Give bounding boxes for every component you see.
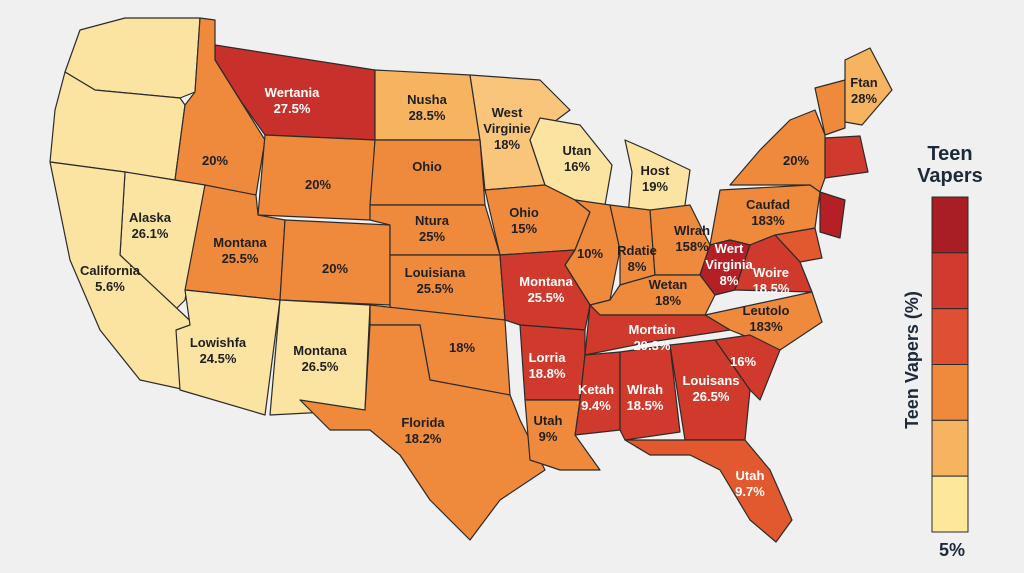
state-label: 20% [305,177,331,192]
state-label: 18.2% [405,431,442,446]
state-label: West [492,105,523,120]
state-label: 18% [494,137,520,152]
state-label: 25.5% [222,251,259,266]
state-label: Woire [753,265,789,280]
legend-title: Teen [927,143,972,165]
state-label: 18.5% [627,398,664,413]
state-label: 28% [851,91,877,106]
state-label: Leutolo [743,303,790,318]
state-label: 8% [628,259,647,274]
state-label: 20% [202,153,228,168]
state-label: 25% [419,229,445,244]
state-label: Montana [519,274,573,289]
state-label: Ntura [415,213,450,228]
state-label: Virginie [483,121,530,136]
legend-bottom-label: 5% [939,540,965,560]
state-label: Ohio [412,159,442,174]
state-label: 24.5% [200,351,237,366]
state-label: 5.6% [95,279,125,294]
state-label: Ftan [850,75,878,90]
state [814,79,846,136]
state-label: 8% [720,273,739,288]
state-label: 158% [675,239,709,254]
state-label: 19% [642,179,668,194]
state-label: Virginia [705,257,753,272]
state-label: Caufad [746,197,790,212]
state [624,439,793,543]
state-label: 18.8% [529,366,566,381]
legend-swatch [931,196,969,254]
state-label: Utah [534,413,563,428]
state-label: 183% [749,319,783,334]
state [574,351,621,436]
state-label: Ketah [578,382,614,397]
state-label: 16% [564,159,590,174]
state-label: Montana [213,235,267,250]
state-label: Utah [736,468,765,483]
state-label: Rdatie [617,243,657,258]
legend-title: Vapers [917,165,983,187]
state-label: Wlrah [674,223,710,238]
state-label: Wetan [649,277,688,292]
state-label: 9.4% [581,398,611,413]
state-label: 18% [449,340,475,355]
state-label: Utan [563,143,592,158]
legend: Teen Vapers Teen Vapers (%) 5% [902,143,983,560]
state-label: Mortain [629,322,676,337]
states [49,17,893,543]
state-label: Nusha [407,92,448,107]
state [619,344,681,441]
state-label: Host [641,163,671,178]
state-label: 9% [539,429,558,444]
state [174,17,266,196]
state-label: Louisans [682,373,739,388]
state-label: 15% [511,221,537,236]
state-label: 25.5% [417,281,454,296]
state-label: 27.5% [274,101,311,116]
state-label: 20% [322,261,348,276]
state-label: 28.5% [409,108,446,123]
legend-swatch [931,364,969,421]
state-label: Wert [715,241,744,256]
state-label: 16% [730,354,756,369]
state-label: 20% [783,153,809,168]
state-label: Montana [293,343,347,358]
state-label: 183% [751,213,785,228]
legend-axis-label: Teen Vapers (%) [902,291,922,429]
state [844,47,893,126]
state-label: 29.3% [634,338,671,353]
state-label: 26.5% [693,389,730,404]
state [824,135,869,179]
state [669,339,751,441]
state-label: 18% [655,293,681,308]
state [734,234,813,293]
state [299,324,546,541]
state-label: 26.5% [302,359,339,374]
state-label: Wlrah [627,382,663,397]
legend-swatch [931,252,969,310]
state-label: Ohio [509,205,539,220]
state-label: 9.7% [735,484,765,499]
state-label: Lowishfa [190,335,247,350]
state-label: California [80,263,141,278]
state-label: Louisiana [405,265,466,280]
legend-scale [931,196,969,533]
state-label: 10% [577,246,603,261]
legend-swatch [931,475,969,533]
state [499,249,591,331]
legend-swatch [931,308,969,365]
state-label: 26.1% [132,226,169,241]
state-label: Wertania [265,85,320,100]
state [524,399,601,471]
state-label: Florida [401,415,445,430]
legend-swatch [931,419,969,477]
state-label: Lorria [529,350,567,365]
state-label: 18.5% [753,281,790,296]
state-label: Alaska [129,210,172,225]
state-label: 25.5% [528,290,565,305]
state [819,191,846,239]
